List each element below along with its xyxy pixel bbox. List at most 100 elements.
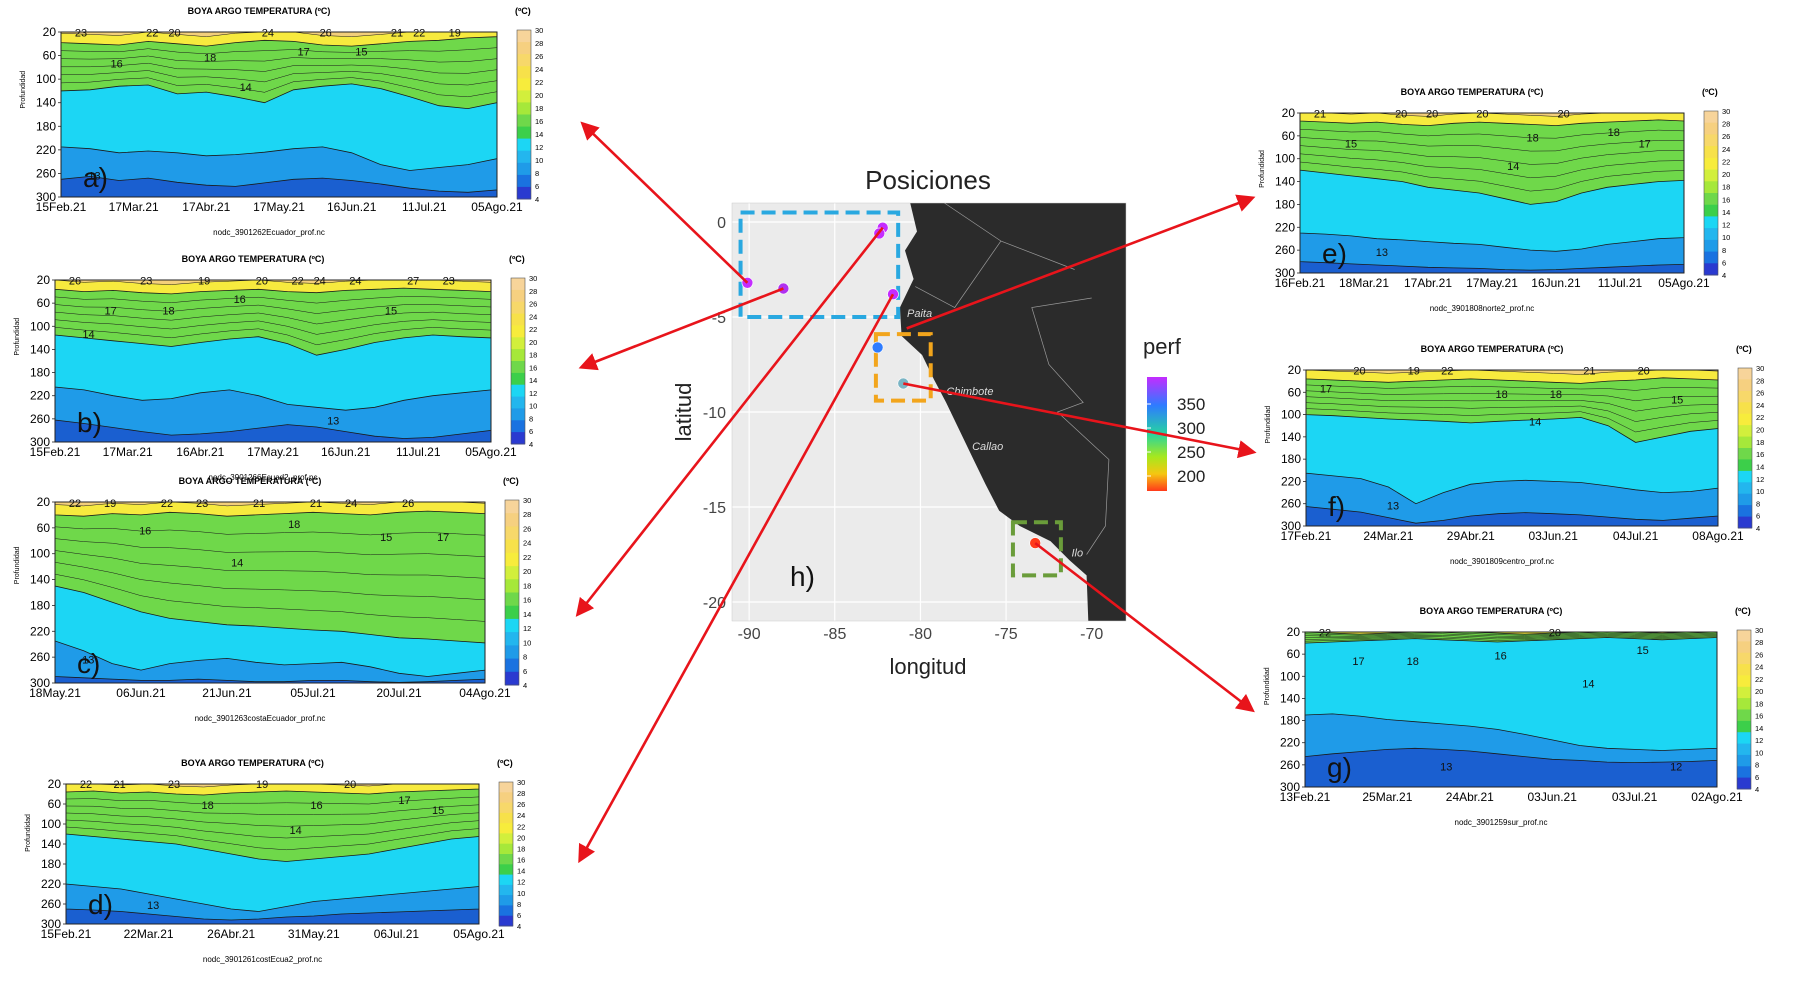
colorbar-tick: 22 (535, 78, 543, 87)
colorbar-swatch (511, 384, 525, 398)
colorbar-swatch (511, 325, 525, 338)
y-tick-label: 260 (36, 166, 56, 180)
contour-label: 24 (345, 498, 357, 510)
colorbar-tick: 20 (535, 91, 543, 100)
y-tick-label: 100 (41, 817, 61, 831)
colorbar-swatch (499, 884, 513, 896)
contour-label: 16 (139, 525, 151, 537)
colorbar-tick: 12 (1756, 475, 1764, 484)
colorbar-swatch (505, 566, 519, 580)
colorbar-tick: 20 (1756, 426, 1764, 435)
colorbar-swatch (517, 42, 531, 55)
contour-label: 20 (1353, 366, 1365, 378)
contour-label: 22 (146, 28, 158, 40)
contour-label: 18 (288, 519, 300, 531)
contour-label: 22 (80, 779, 92, 791)
colorbar-tick: 16 (535, 117, 543, 126)
colorbar-tick: 20 (1722, 170, 1730, 179)
colorbar-tick: 24 (535, 65, 543, 74)
isotherm-line (54, 327, 492, 346)
colorbar-tick: 30 (523, 496, 531, 505)
colorbar-swatch (1737, 698, 1751, 710)
colorbar-tick: 4 (1722, 271, 1726, 280)
arrow-to-g (1034, 542, 1255, 713)
y-axis-label: Profundidad (25, 814, 32, 852)
isotherm-line (1305, 402, 1719, 422)
city-label: Ilo (1072, 547, 1084, 559)
x-tick-label: 17Abr.21 (1404, 276, 1452, 290)
colorbar-tick: 14 (529, 376, 537, 385)
y-tick-label: 140 (36, 96, 56, 110)
isotherm-line (60, 77, 498, 98)
isotherm-line (1304, 632, 1718, 637)
map-y-tick: 0 (717, 215, 726, 232)
colorbar-swatch (517, 54, 531, 67)
colorbar-tick: 10 (535, 156, 543, 165)
layer-green (54, 501, 486, 644)
x-tick-label: 17May.21 (247, 445, 299, 459)
colorbar-swatch (499, 915, 513, 927)
colorbar-tick: 18 (1756, 438, 1764, 447)
colorbar-tick: 4 (1755, 785, 1759, 794)
colorbar-swatch (1737, 664, 1751, 676)
map-letter: h) (790, 561, 815, 592)
contour-label: 15 (380, 532, 392, 544)
contour-label: 24 (262, 28, 274, 40)
contour-label: 17 (297, 47, 309, 59)
colorbar-swatch (505, 658, 519, 673)
city-label: Paita (907, 308, 932, 320)
colorbar-tick: 26 (523, 525, 531, 534)
contour-label: 23 (443, 276, 455, 288)
x-tick-label: 08Ago.21 (1692, 529, 1744, 543)
panel-letter: e) (1322, 238, 1347, 269)
colorbar-swatch (1738, 425, 1752, 437)
x-tick-label: 17Abr.21 (182, 200, 230, 214)
y-tick-label: 60 (43, 49, 57, 63)
contour-label: 19 (104, 498, 116, 510)
colorbar-tick: 8 (1722, 246, 1726, 255)
colorbar-swatch (511, 289, 525, 303)
colorbar-swatch (1738, 448, 1752, 460)
contour-label: 20 (344, 779, 356, 791)
colorbar-swatch (505, 539, 519, 554)
contour-label: 14 (240, 82, 252, 94)
panel-letter: b) (77, 407, 102, 438)
y-axis-label: Profundidad (14, 546, 21, 584)
y-tick-label: 180 (30, 598, 50, 612)
legend-title: perf (1143, 334, 1182, 359)
contour-label: 14 (1529, 417, 1541, 429)
panel-title: BOYA ARGO TEMPERATURA (ºC) (1420, 606, 1563, 616)
colorbar-swatch (505, 579, 519, 593)
x-tick-label: 16Abr.21 (176, 445, 224, 459)
map-x-tick: -80 (909, 626, 932, 643)
contour-label: 15 (385, 306, 397, 318)
colorbar-tick: 14 (517, 867, 525, 876)
colorbar-tick: 26 (517, 800, 525, 809)
contour-label: 18 (201, 800, 213, 812)
x-tick-label: 13Feb.21 (1280, 790, 1331, 804)
contour-label: 20 (256, 276, 268, 288)
colorbar-swatch (517, 90, 531, 103)
map-x-tick: -90 (738, 626, 761, 643)
contour-label: 20 (1476, 109, 1488, 121)
x-tick-label: 11Jul.21 (396, 445, 441, 459)
y-tick-label: 300 (30, 435, 50, 449)
colorbar-tick: 16 (529, 363, 537, 372)
x-tick-label: 05Jul.21 (290, 686, 336, 700)
colorbar-tick: 26 (1755, 651, 1763, 660)
isotherm-line (1299, 153, 1685, 179)
x-tick-label: 11Jul.21 (1598, 276, 1643, 290)
colorbar-tick: 10 (1755, 748, 1763, 757)
colorbar-swatch (1704, 111, 1718, 124)
x-tick-label: 17Mar.21 (103, 445, 153, 459)
layer-green (54, 279, 492, 356)
y-axis-label: Profundidad (1264, 667, 1271, 705)
colorbar-tick: 28 (1722, 120, 1730, 129)
contour-label: 15 (1637, 645, 1649, 657)
source-filename: nodc_3901261costEcua2_prof.nc (203, 955, 322, 964)
colorbar-tick: 28 (1755, 638, 1763, 647)
y-tick-label: 180 (30, 366, 50, 380)
colorbar-tick: 8 (1756, 499, 1760, 508)
